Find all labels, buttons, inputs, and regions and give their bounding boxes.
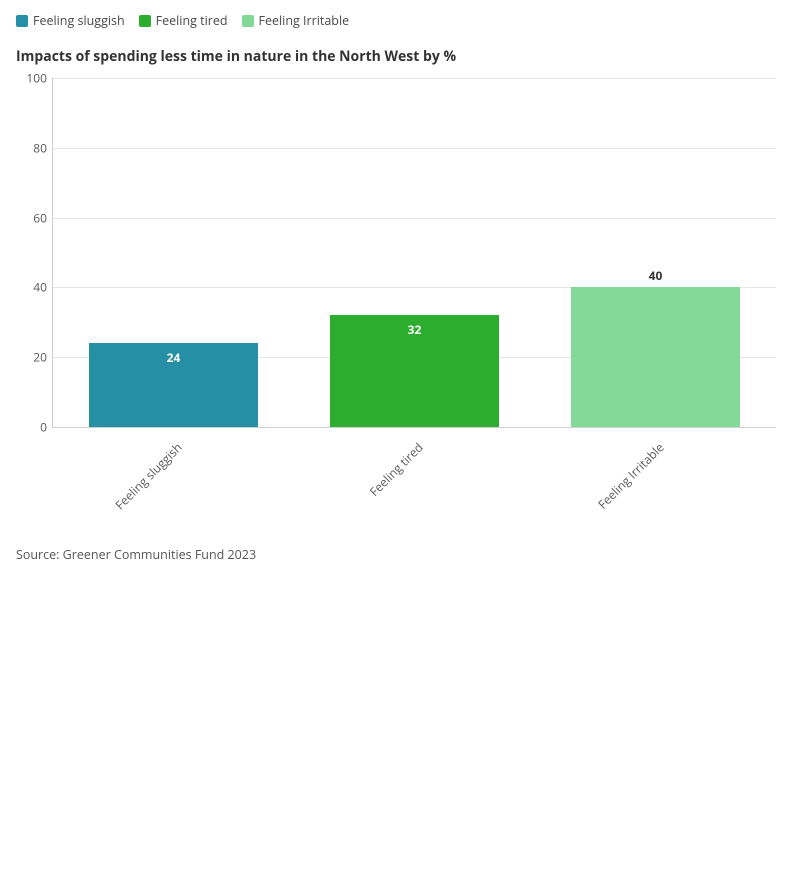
- y-tick-label: 100: [19, 70, 47, 87]
- x-tick-label: Feeling sluggish: [88, 439, 185, 536]
- chart-area: 02040608010024Feeling sluggish32Feeling …: [16, 74, 780, 514]
- bar-value-label: 24: [89, 349, 258, 366]
- swatch-tired: [139, 15, 151, 27]
- legend-label: Feeling sluggish: [33, 12, 125, 29]
- bar-feeling-tired: 32: [330, 315, 499, 427]
- y-tick-label: 20: [19, 349, 47, 366]
- legend-item-tired: Feeling tired: [139, 12, 228, 29]
- swatch-irritable: [242, 15, 254, 27]
- y-tick-label: 80: [19, 139, 47, 156]
- bar-value-label: 40: [571, 267, 740, 284]
- bar-value-label: 32: [330, 321, 499, 338]
- gridline: [53, 148, 776, 149]
- legend-item-sluggish: Feeling sluggish: [16, 12, 125, 29]
- legend-item-irritable: Feeling Irritable: [242, 12, 350, 29]
- bar-feeling-irritable: 40: [571, 287, 740, 427]
- legend-label: Feeling Irritable: [259, 12, 350, 29]
- bar-feeling-sluggish: 24: [89, 343, 258, 427]
- gridline: [53, 78, 776, 79]
- legend-label: Feeling tired: [156, 12, 228, 29]
- y-tick-label: 0: [19, 419, 47, 436]
- x-tick-label: Feeling tired: [159, 439, 427, 707]
- y-tick-label: 40: [19, 279, 47, 296]
- y-tick-label: 60: [19, 209, 47, 226]
- plot-area: 02040608010024Feeling sluggish32Feeling …: [52, 78, 776, 428]
- source-text: Source: Greener Communities Fund 2023: [16, 546, 256, 563]
- swatch-sluggish: [16, 15, 28, 27]
- gridline: [53, 218, 776, 219]
- x-tick-label: Feeling Irritable: [229, 439, 667, 877]
- legend: Feeling sluggish Feeling tired Feeling I…: [0, 0, 796, 33]
- chart-title: Impacts of spending less time in nature …: [0, 33, 796, 70]
